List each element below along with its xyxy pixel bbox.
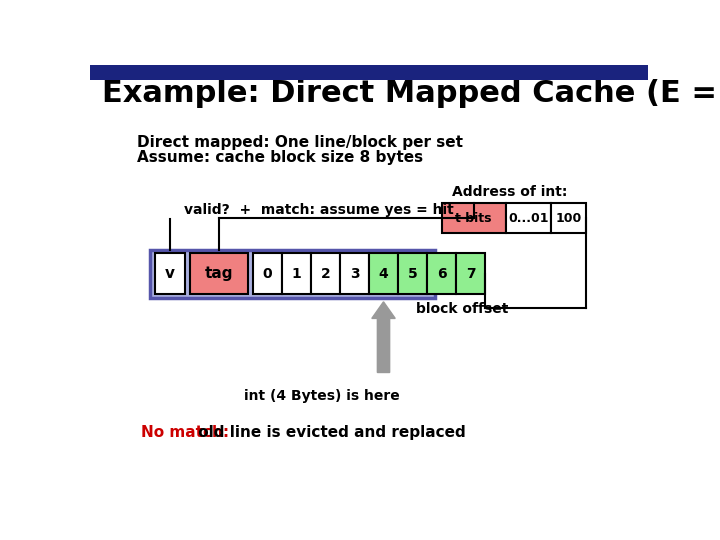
Text: valid?  +  match: assume yes = hit: valid? + match: assume yes = hit bbox=[184, 202, 454, 217]
Text: 2: 2 bbox=[320, 267, 330, 281]
Text: Address of int:: Address of int: bbox=[451, 185, 567, 199]
Bar bbox=[505, 203, 552, 233]
Bar bbox=[90, 65, 648, 80]
Text: int (4 Bytes) is here: int (4 Bytes) is here bbox=[243, 389, 400, 403]
Text: 3: 3 bbox=[350, 267, 359, 281]
Bar bbox=[456, 253, 485, 294]
Text: 0: 0 bbox=[263, 267, 272, 281]
Text: Direct mapped: One line/block per set: Direct mapped: One line/block per set bbox=[138, 135, 464, 150]
Bar bbox=[150, 250, 435, 298]
Text: 4: 4 bbox=[379, 267, 388, 281]
Bar bbox=[427, 253, 456, 294]
Text: 6: 6 bbox=[437, 267, 446, 281]
Bar bbox=[369, 253, 398, 294]
Text: v: v bbox=[165, 266, 175, 281]
Text: No match:: No match: bbox=[141, 426, 230, 440]
Text: old line is evicted and replaced: old line is evicted and replaced bbox=[193, 426, 465, 440]
Text: t bits: t bits bbox=[455, 212, 492, 225]
Text: block offset: block offset bbox=[416, 302, 509, 316]
Bar bbox=[311, 253, 340, 294]
Bar bbox=[552, 203, 586, 233]
Text: 0...01: 0...01 bbox=[508, 212, 549, 225]
Text: 1: 1 bbox=[292, 267, 302, 281]
Bar bbox=[253, 253, 282, 294]
Text: 7: 7 bbox=[466, 267, 475, 281]
Bar bbox=[441, 203, 505, 233]
Text: 5: 5 bbox=[408, 267, 418, 281]
Bar bbox=[340, 253, 369, 294]
Bar bbox=[398, 253, 427, 294]
Text: Example: Direct Mapped Cache (E = 1): Example: Direct Mapped Cache (E = 1) bbox=[102, 79, 720, 109]
Text: 100: 100 bbox=[556, 212, 582, 225]
FancyArrow shape bbox=[372, 302, 395, 373]
Text: tag: tag bbox=[205, 266, 233, 281]
Bar bbox=[282, 253, 311, 294]
Text: Assume: cache block size 8 bytes: Assume: cache block size 8 bytes bbox=[138, 151, 423, 165]
Bar bbox=[155, 253, 186, 294]
Bar bbox=[190, 253, 248, 294]
